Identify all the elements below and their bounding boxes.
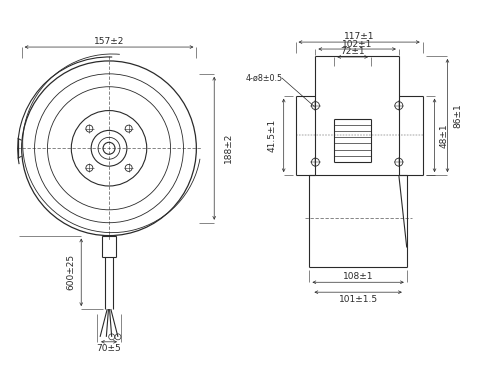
Text: 48±1: 48±1	[440, 123, 449, 148]
Text: 102±1: 102±1	[342, 39, 372, 49]
Text: 108±1: 108±1	[343, 272, 373, 281]
Text: 117±1: 117±1	[344, 32, 374, 41]
Text: 70±5: 70±5	[97, 344, 122, 353]
Text: 157±2: 157±2	[94, 37, 124, 46]
Text: 72±1: 72±1	[340, 46, 365, 55]
Text: 188±2: 188±2	[224, 133, 233, 163]
Text: 101±1.5: 101±1.5	[339, 294, 378, 304]
Text: 86±1: 86±1	[454, 103, 463, 128]
Text: 600±25: 600±25	[67, 254, 76, 290]
Text: 4-ø8±0.5: 4-ø8±0.5	[245, 73, 282, 82]
Text: 41.5±1: 41.5±1	[267, 119, 276, 152]
